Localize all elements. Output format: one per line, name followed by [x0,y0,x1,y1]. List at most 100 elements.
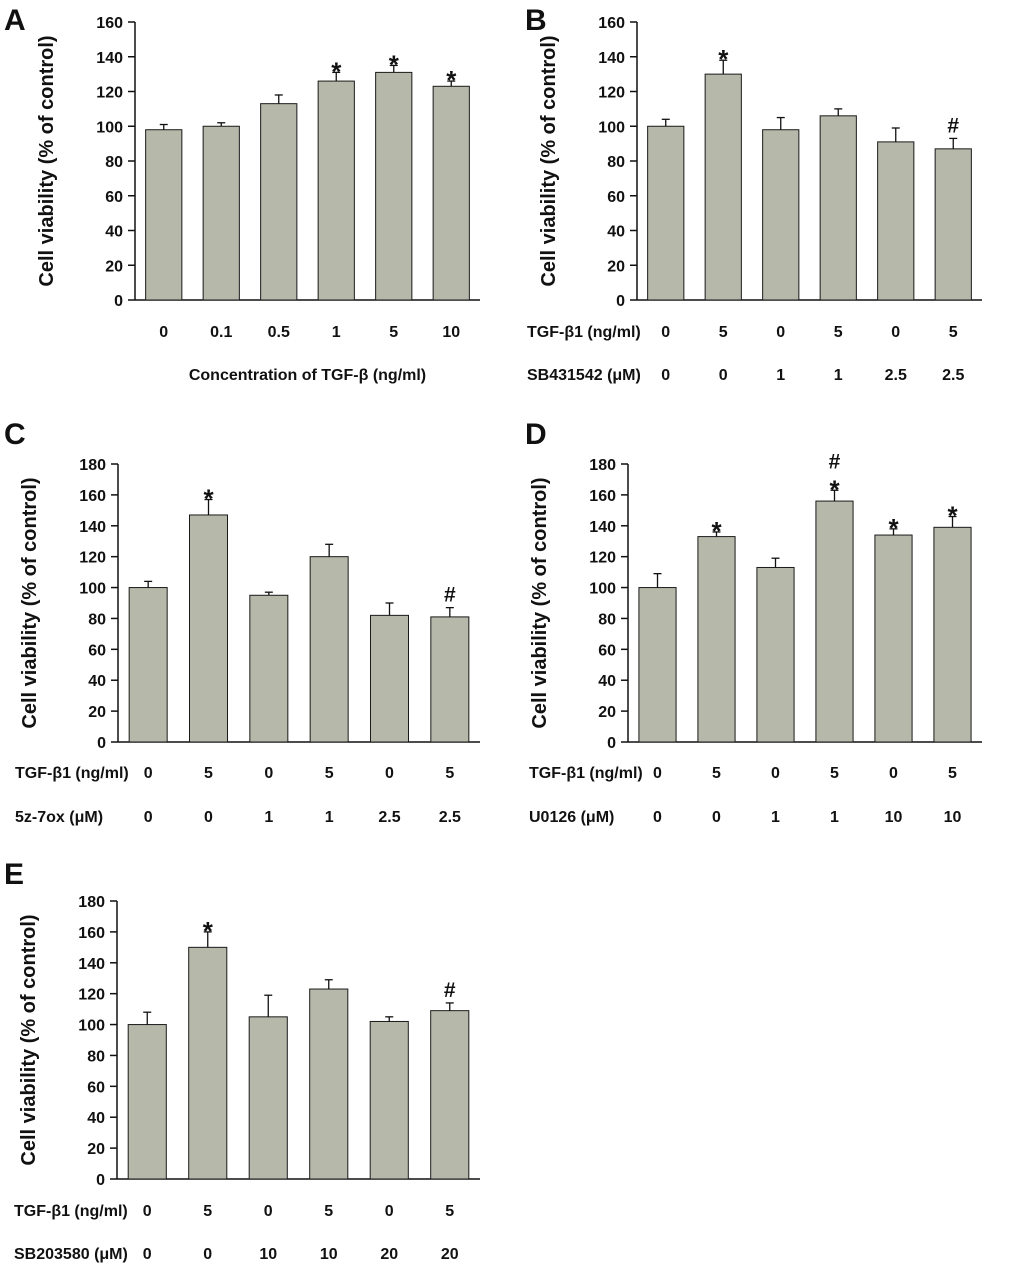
treatment-value: 5 [719,324,728,341]
treatment-value: 0 [385,765,394,782]
y-axis-label: Cell viability (% of control) [19,477,41,728]
y-tick-label: 40 [88,673,106,690]
y-tick-label: 140 [79,519,106,536]
bar [934,148,972,301]
treatment-value: 1 [830,809,839,826]
y-tick-label: 20 [87,1141,105,1158]
significance-star: * [203,484,214,514]
bar [249,594,289,743]
treatment-value: 0 [264,765,273,782]
significance-star: * [203,916,214,946]
treatment-value: 0 [653,765,662,782]
bar [430,1010,470,1180]
x-tick-label: 1 [332,324,341,341]
y-tick-label: 120 [78,987,105,1004]
treatment-value: 2.5 [942,367,964,384]
y-tick-label: 60 [105,189,123,206]
y-tick-label: 120 [79,550,106,567]
y-tick-label: 40 [87,1110,105,1127]
panel-letter: D [525,418,547,451]
treatment-value: 5 [325,765,334,782]
y-tick-label: 60 [87,1079,105,1096]
treatment-value: 0 [891,324,900,341]
treatment-value: 0 [204,809,213,826]
treatment-value: 10 [885,809,903,826]
y-axis-label: Cell viability (% of control) [529,477,551,728]
panel-letter: A [4,4,26,37]
y-tick-label: 120 [598,85,625,102]
bar [145,129,183,301]
treatment-value: 5 [948,765,957,782]
y-tick-label: 80 [105,154,123,171]
treatment-value: 0 [661,367,670,384]
y-tick-label: 140 [78,956,105,973]
bar [647,125,685,301]
bar [127,1024,167,1180]
y-axis-label: Cell viability (% of control) [538,35,560,286]
significance-star: * [718,44,729,74]
treatment-value: 2.5 [885,367,907,384]
bar [933,526,972,743]
y-tick-label: 20 [105,258,123,275]
y-tick-label: 140 [589,519,616,536]
y-tick-label: 80 [607,154,625,171]
treatment-value: 0 [264,1203,273,1220]
bar [430,616,470,743]
significance-hash: # [947,114,959,137]
treatment-value: 20 [380,1246,398,1263]
treatment-value: 0 [144,809,153,826]
significance-hash: # [444,979,456,1002]
bar [188,514,229,743]
bar [309,556,349,743]
treatment-value: 2.5 [439,809,461,826]
y-tick-label: 80 [598,611,616,628]
bar [819,115,857,301]
y-tick-label: 80 [87,1048,105,1065]
x-axis-label: Concentration of TGF-β (ng/ml) [189,367,426,384]
bar [874,534,913,743]
treatment-value: 5 [203,1203,212,1220]
treatment-value: 10 [320,1246,338,1263]
y-axis-label: Cell viability (% of control) [36,35,58,286]
y-tick-label: 140 [598,50,625,67]
x-tick-label: 0.1 [210,324,232,341]
significance-star: * [389,49,400,79]
significance-hash: # [444,584,456,607]
bar [260,103,298,301]
significance-star: * [331,56,342,86]
x-tick-label: 0.5 [268,324,290,341]
treatment-value: 0 [144,765,153,782]
treatment-value: 5 [712,765,721,782]
panel-letter: B [525,4,547,37]
bar [202,125,240,301]
treatment-value: 0 [661,324,670,341]
treatment-row-label: SB431542 (μM) [527,367,641,384]
y-tick-label: 180 [589,457,616,474]
significance-star: * [711,516,722,546]
y-tick-label: 0 [96,1172,105,1189]
treatment-value: 1 [325,809,334,826]
treatment-value: 1 [834,367,843,384]
treatment-value: 0 [203,1246,212,1263]
bar [704,73,742,301]
treatment-value: 5 [834,324,843,341]
y-tick-label: 160 [96,15,123,32]
bar [756,566,795,743]
y-tick-label: 100 [589,581,616,598]
significance-star: * [829,474,840,504]
bar [815,500,854,743]
treatment-value: 0 [771,765,780,782]
treatment-value: 0 [143,1246,152,1263]
treatment-value: 5 [830,765,839,782]
treatment-row-label: TGF-β1 (ng/ml) [527,324,641,341]
panel-letter: E [4,858,24,891]
y-tick-label: 100 [598,119,625,136]
treatment-value: 5 [445,1203,454,1220]
treatment-value: 0 [712,809,721,826]
treatment-row-label: TGF-β1 (ng/ml) [529,765,643,782]
